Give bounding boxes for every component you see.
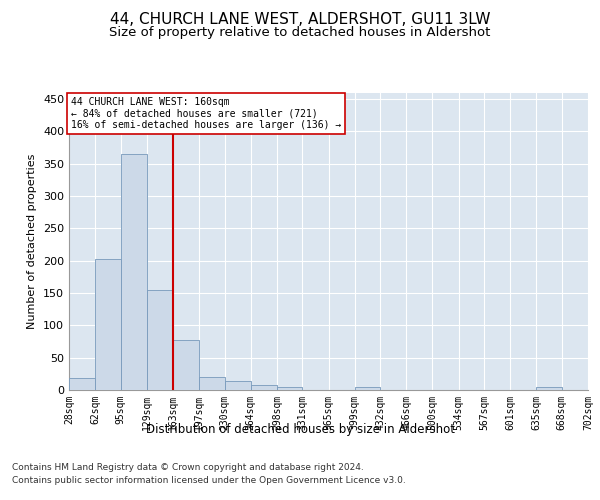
Text: 44 CHURCH LANE WEST: 160sqm
← 84% of detached houses are smaller (721)
16% of se: 44 CHURCH LANE WEST: 160sqm ← 84% of det… [71,97,341,130]
Bar [121,154,147,390]
Bar [536,388,562,390]
Text: Distribution of detached houses by size in Aldershot: Distribution of detached houses by size … [146,422,455,436]
Bar [173,340,199,390]
Bar [224,381,251,390]
Bar [147,290,173,390]
Bar [199,377,224,390]
Text: Contains HM Land Registry data © Crown copyright and database right 2024.: Contains HM Land Registry data © Crown c… [12,462,364,471]
Text: 44, CHURCH LANE WEST, ALDERSHOT, GU11 3LW: 44, CHURCH LANE WEST, ALDERSHOT, GU11 3L… [110,12,490,28]
Y-axis label: Number of detached properties: Number of detached properties [28,154,37,329]
Text: Size of property relative to detached houses in Aldershot: Size of property relative to detached ho… [109,26,491,39]
Bar [251,386,277,390]
Text: Contains public sector information licensed under the Open Government Licence v3: Contains public sector information licen… [12,476,406,485]
Bar [277,387,302,390]
Bar [355,388,380,390]
Bar [69,378,95,390]
Bar [95,260,121,390]
